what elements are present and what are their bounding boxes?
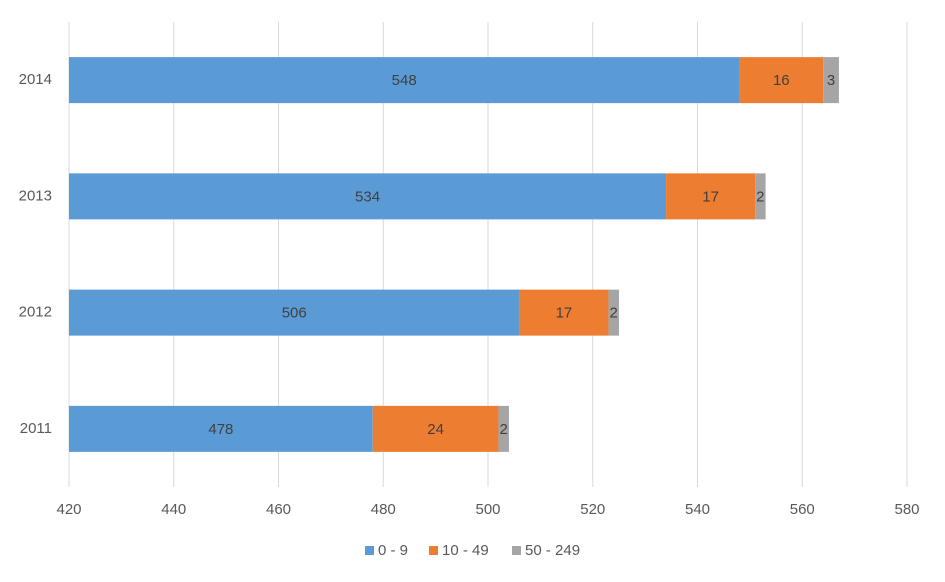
bar-segment [69, 173, 667, 220]
bar-segment [372, 405, 499, 452]
data-label: 24 [427, 421, 444, 438]
y-tick-label: 2014 [19, 71, 52, 88]
x-tick-label: 580 [894, 501, 919, 518]
y-tick-label: 2012 [19, 304, 52, 321]
bar-segment [498, 405, 509, 452]
bar-segment [69, 289, 520, 336]
data-label: 17 [556, 305, 573, 322]
x-tick-label: 500 [475, 501, 500, 518]
x-tick-label: 540 [685, 501, 710, 518]
legend-swatch [429, 546, 438, 555]
x-tick-label: 460 [266, 501, 291, 518]
data-label: 534 [355, 188, 380, 205]
bar-segment [739, 57, 824, 104]
data-label: 2 [610, 305, 618, 322]
data-label: 548 [392, 72, 417, 89]
bar-segment [69, 57, 740, 104]
y-tick-label: 2011 [20, 420, 52, 437]
x-tick-label: 560 [790, 501, 815, 518]
legend-label: 10 - 49 [442, 542, 489, 559]
x-tick-label: 420 [56, 501, 81, 518]
legend-swatch [365, 546, 374, 555]
x-tick-label: 480 [371, 501, 396, 518]
bar-segment [666, 173, 756, 220]
x-tick-label: 440 [161, 501, 186, 518]
bar-segment [755, 173, 766, 220]
bar-segment [823, 57, 839, 104]
x-tick-label: 520 [580, 501, 605, 518]
data-label: 17 [702, 188, 719, 205]
data-label: 2 [756, 188, 764, 205]
bar-segment [519, 289, 609, 336]
legend-label: 50 - 249 [525, 542, 580, 559]
bar-segment [608, 289, 619, 336]
data-label: 2 [500, 421, 508, 438]
data-label: 478 [208, 421, 233, 438]
data-label: 506 [282, 305, 307, 322]
bar-segment [69, 405, 373, 452]
legend-label: 0 - 9 [378, 542, 408, 559]
y-tick-label: 2013 [19, 187, 52, 204]
data-label: 16 [773, 72, 790, 89]
legend-swatch [512, 546, 521, 555]
data-label: 3 [827, 72, 835, 89]
